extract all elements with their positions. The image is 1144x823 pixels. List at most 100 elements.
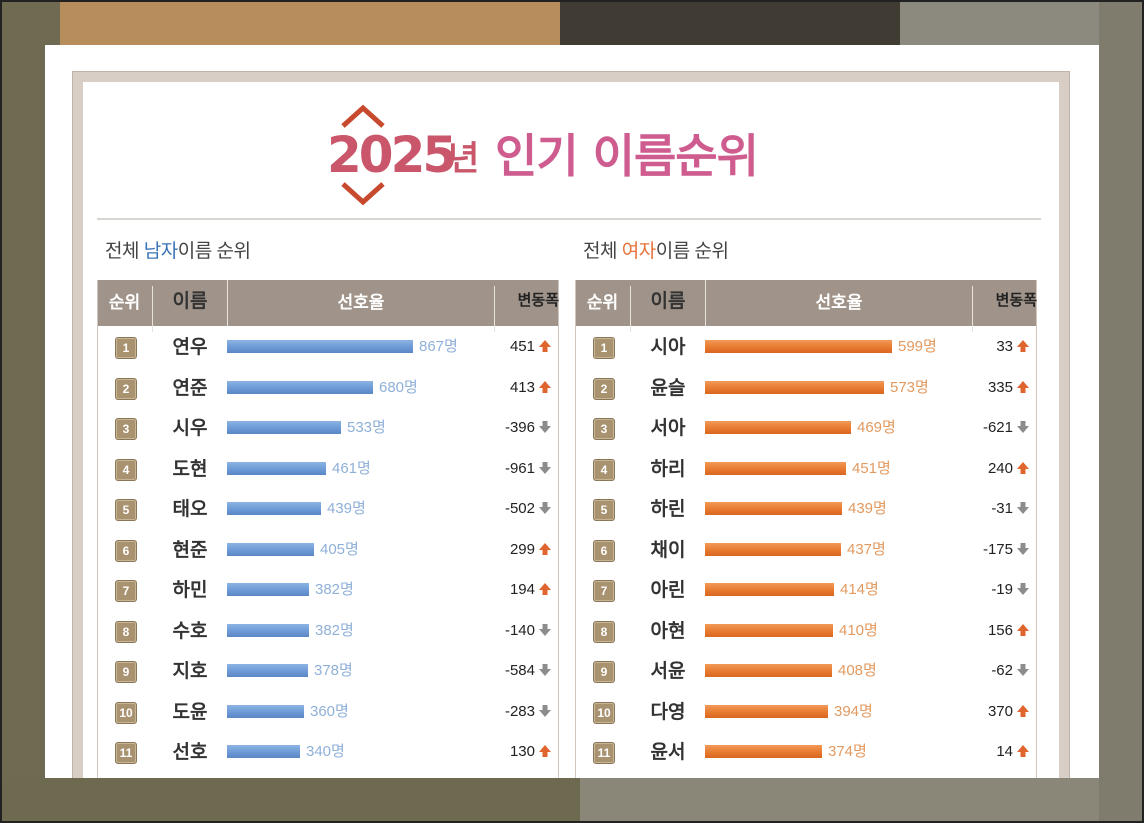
page-title: 2025 년 인기 이름순위: [83, 102, 1059, 222]
count-label: 439명: [327, 500, 366, 517]
column-header-change: 변동폭: [494, 286, 559, 332]
male-ranking-table: 순위 이름 선호율 변동폭 1 연우 867명 451 2 연준 680명 413 3 시우 533…: [97, 280, 559, 778]
name-label: 연준: [172, 376, 208, 399]
arrow-down-icon: [539, 461, 551, 474]
change-number: 14: [996, 743, 1013, 760]
arrow-up-icon: [1017, 461, 1029, 474]
male-table-header: 순위 이름 선호율 변동폭: [98, 280, 559, 332]
name-label: 시아: [650, 336, 686, 358]
title-graphic: 2025 년 인기 이름순위: [327, 104, 759, 206]
name-label: 연우: [172, 336, 208, 358]
table-row: 6 현준 405명 299: [98, 529, 558, 570]
name-label: 아현: [650, 619, 686, 642]
name-label: 하민: [172, 579, 208, 601]
rank-badge: 5: [115, 499, 137, 521]
table-row: 5 태오 439명 -502: [98, 488, 558, 529]
preference-bar: [227, 461, 326, 475]
count-label: 382명: [315, 621, 354, 639]
count-label: 680명: [379, 378, 418, 396]
name-label: 아린: [650, 579, 686, 601]
ranking-card: 2025 년 인기 이름순위 전체 남자이름 순위 순위 이름 선호율 변동폭 …: [45, 45, 1099, 778]
table-row: 8 수호 382명 -140: [98, 610, 558, 651]
count-label: 382명: [315, 581, 354, 598]
change-value: 240: [972, 454, 1030, 484]
preference-bar: [227, 542, 314, 556]
table-row: 3 시우 533명 -396: [98, 407, 558, 448]
arrow-down-icon: [539, 421, 551, 433]
column-header-preference: 선호율: [227, 280, 494, 326]
change-number: 156: [987, 621, 1013, 639]
preference-bar: [227, 704, 304, 718]
preference-bar: [705, 583, 834, 596]
name-label: 수호: [172, 619, 208, 642]
preference-bar: [227, 745, 300, 758]
change-value: 14: [972, 737, 1030, 767]
arrow-down-icon: [539, 664, 551, 676]
male-rows: 1 연우 867명 451 2 연준 680명 413 3 시우 533명 -396 4 도현 461명 -9…: [98, 326, 558, 772]
column-header-name: 이름: [630, 286, 705, 332]
arrow-down-icon: [1017, 664, 1029, 676]
arrow-down-icon: [1017, 502, 1029, 514]
change-number: 194: [509, 581, 535, 598]
name-label: 서아: [650, 417, 686, 439]
name-label: 도윤: [172, 700, 208, 723]
rank-badge: 4: [115, 458, 137, 481]
preference-bar: [227, 340, 413, 353]
preference-bar: [705, 380, 884, 394]
count-label: 360명: [310, 702, 349, 720]
column-header-preference: 선호율: [705, 280, 972, 326]
change-number: 130: [509, 743, 535, 760]
count-label: 469명: [857, 419, 896, 436]
preference-bar: [705, 340, 892, 353]
arrow-down-icon: [1017, 542, 1029, 555]
name-label: 윤슬: [650, 376, 686, 399]
table-row: 6 채이 437명 -175: [576, 529, 1036, 570]
rank-badge: 4: [593, 458, 615, 481]
preference-bar: [705, 623, 833, 637]
female-ranking-section: 전체 여자이름 순위 순위 이름 선호율 변동폭 1 시아 599명 33 2 윤슬 573…: [575, 237, 1037, 778]
column-header-name: 이름: [152, 286, 227, 332]
female-table-header: 순위 이름 선호율 변동폭: [576, 280, 1037, 332]
change-value: -584: [494, 656, 552, 686]
rank-badge: 5: [593, 499, 615, 521]
table-row: 9 서윤 408명 -62: [576, 650, 1036, 691]
arrow-down-icon: [1017, 421, 1029, 433]
male-ranking-section: 전체 남자이름 순위 순위 이름 선호율 변동폭 1 연우 867명 451 2 연준 68…: [97, 237, 559, 778]
rank-badge: 11: [115, 742, 137, 764]
arrow-up-icon: [539, 380, 551, 393]
name-label: 도현: [172, 457, 208, 480]
preference-bar: [705, 461, 846, 475]
rank-badge: 7: [593, 580, 615, 602]
title-year: 2025: [327, 126, 454, 184]
rank-badge: 6: [593, 539, 615, 562]
change-number: 370: [987, 702, 1013, 720]
change-value: -961: [494, 454, 552, 484]
table-row: 10 도윤 360명 -283: [98, 691, 558, 732]
change-value: 299: [494, 535, 552, 565]
change-number: -396: [504, 419, 535, 436]
preference-bar: [227, 583, 309, 596]
table-row: 1 연우 867명 451: [98, 326, 558, 367]
column-header-change: 변동폭: [972, 286, 1037, 332]
column-header-rank: 순위: [108, 293, 141, 312]
rank-badge: 1: [593, 337, 615, 359]
rank-badge: 6: [115, 539, 137, 562]
change-value: 451: [494, 332, 552, 362]
name-label: 지호: [172, 660, 208, 682]
table-row: 2 연준 680명 413: [98, 367, 558, 408]
table-row: 11 선호 340명 130: [98, 731, 558, 772]
change-value: 156: [972, 616, 1030, 646]
arrow-up-icon: [1017, 745, 1029, 757]
rank-badge: 3: [115, 418, 137, 440]
change-number: 451: [509, 338, 535, 355]
change-number: -961: [504, 459, 535, 477]
change-value: -502: [494, 494, 552, 524]
count-label: 461명: [332, 459, 371, 477]
arrow-up-icon: [1017, 623, 1029, 636]
chevron-up-icon: [341, 104, 385, 128]
name-label: 시우: [172, 417, 208, 439]
change-number: 33: [996, 338, 1013, 355]
arrow-down-icon: [539, 502, 551, 514]
count-label: 374명: [828, 743, 867, 760]
table-row: 8 아현 410명 156: [576, 610, 1036, 651]
